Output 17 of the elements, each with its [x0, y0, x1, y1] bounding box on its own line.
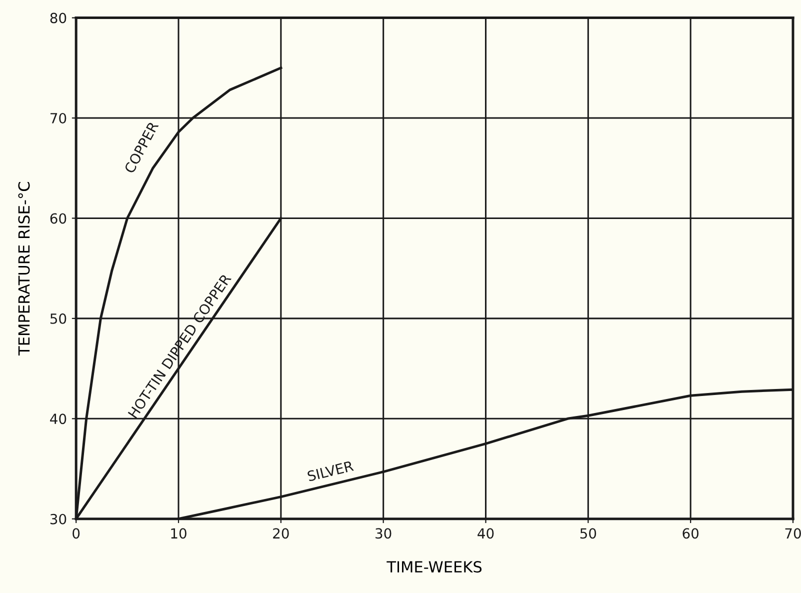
y-tick-label: 40	[50, 414, 66, 424]
y-tick-label: 50	[50, 313, 66, 324]
y-axis-title: TEMPERATURE RISE-°C	[18, 182, 30, 356]
text: SILVER	[307, 460, 354, 482]
x-axis-title: TIME-WEEKS	[386, 561, 482, 573]
x-tick-label: 60	[682, 528, 698, 539]
y-tick-label: 60	[50, 213, 66, 224]
x-tick-label: 10	[171, 528, 186, 539]
x-tick-label: 50	[580, 528, 596, 539]
x-tick-label: 30	[376, 528, 392, 539]
x-tick-label: 20	[273, 528, 289, 539]
y-tick-label: 70	[50, 112, 66, 124]
y-tick-label: 30	[50, 514, 66, 524]
x-tick-label: 0	[72, 528, 80, 539]
x-tick-label: 70	[785, 528, 801, 539]
y-tick-label: 80	[50, 12, 66, 24]
x-tick-label: 40	[478, 528, 494, 539]
